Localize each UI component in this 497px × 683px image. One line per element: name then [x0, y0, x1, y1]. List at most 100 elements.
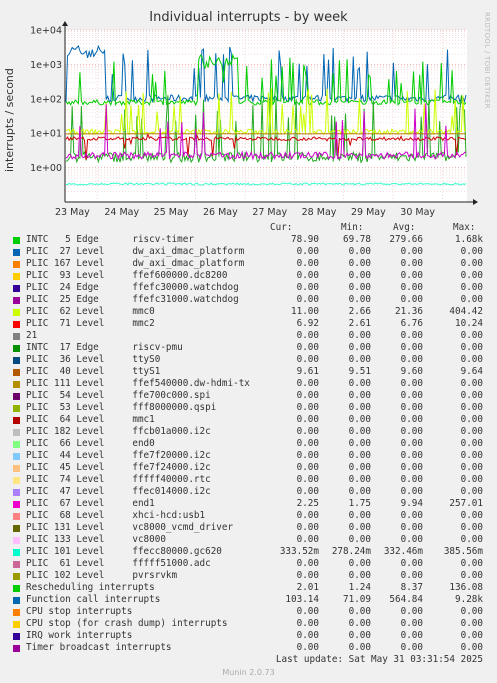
- legend-swatch: [13, 489, 20, 496]
- legend-swatch: [13, 393, 20, 400]
- legend-avg-value: 0.00: [400, 378, 423, 389]
- y-tick-label: 1e+01: [30, 129, 62, 140]
- legend-swatch: [13, 345, 20, 352]
- legend-min-value: 0.00: [348, 534, 371, 545]
- legend-avg-value: 0.00: [400, 534, 423, 545]
- x-tick-label: 25 May: [154, 207, 189, 218]
- legend-row: PLIC 54 Level ffe700c000.spi 0.00 0.00 0.00…: [0, 390, 497, 402]
- legend-cur-value: 0.00: [296, 378, 319, 389]
- legend-min-value: 2.61: [348, 318, 371, 329]
- legend-cur-value: 0.00: [296, 330, 319, 341]
- legend-label: PLIC 182 Level ffcb01a000.i2c: [26, 426, 211, 437]
- legend-max-value: 0.00: [460, 426, 483, 437]
- x-axis-arrow: [473, 199, 478, 205]
- legend-swatch: [13, 273, 20, 280]
- legend-avg-value: 0.00: [400, 642, 423, 653]
- legend-avg-value: 0.00: [400, 354, 423, 365]
- legend-max-value: 385.56m: [443, 546, 483, 557]
- legend-avg-value: 0.00: [400, 462, 423, 473]
- legend-avg-value: 0.00: [400, 558, 423, 569]
- legend-cur-value: 9.61: [296, 366, 319, 377]
- legend-swatch: [13, 561, 20, 568]
- legend-swatch: [13, 537, 20, 544]
- legend-row: INTC 5 Edge riscv-timer 78.90 69.78 279.66 1…: [0, 234, 497, 246]
- y-axis-arrow: [62, 21, 68, 26]
- legend-avg-value: 0.00: [400, 474, 423, 485]
- legend-min-value: 2.66: [348, 306, 371, 317]
- legend-min-value: 71.09: [343, 594, 371, 605]
- legend-label: PLIC 44 Level ffe7f20000.i2c: [26, 450, 211, 461]
- legend-swatch: [13, 381, 20, 388]
- legend-cur-value: 0.00: [296, 642, 319, 653]
- legend-max-value: 0.00: [460, 294, 483, 305]
- legend-label: PLIC 53 Level fff8000000.qspi: [26, 402, 217, 413]
- legend-swatch: [13, 357, 20, 364]
- legend-swatch: [13, 609, 20, 616]
- legend-label: PLIC 74 Level fffff40000.rtc: [26, 474, 211, 485]
- legend-swatch: [13, 645, 20, 652]
- legend-cur-value: 0.00: [296, 606, 319, 617]
- legend-swatch: [13, 429, 20, 436]
- legend-avg-value: 9.94: [400, 498, 423, 509]
- legend-max-value: 0.00: [460, 342, 483, 353]
- legend-min-value: 1.24: [348, 582, 371, 593]
- y-tick-label: 1e+00: [30, 163, 62, 174]
- legend-label: PLIC 54 Level ffe700c000.spi: [26, 390, 211, 401]
- legend-swatch: [13, 405, 20, 412]
- legend-row: PLIC 102 Level pvrsrvkm 0.00 0.00 0.00 0.00: [0, 570, 497, 582]
- legend-label: PLIC 167 Level dw_axi_dmac_platform: [26, 258, 245, 269]
- legend-cur-value: 0.00: [296, 354, 319, 365]
- legend-cur-value: 0.00: [296, 438, 319, 449]
- legend-max-value: 0.00: [460, 462, 483, 473]
- legend-min-value: 0.00: [348, 330, 371, 341]
- legend-cur-value: 0.00: [296, 462, 319, 473]
- legend-row: PLIC 111 Level ffef540000.dw-hdmi-tx 0.00…: [0, 378, 497, 390]
- legend-cur-value: 6.92: [296, 318, 319, 329]
- y-tick-label: 1e+02: [30, 94, 62, 105]
- legend-row: PLIC 131 Level vc8000_vcmd_driver 0.00 0.0…: [0, 522, 497, 534]
- legend-swatch: [13, 417, 20, 424]
- legend-avg-value: 0.00: [400, 438, 423, 449]
- legend-label: PLIC 62 Level mmc0: [26, 306, 155, 317]
- x-tick-label: 28 May: [302, 207, 337, 218]
- legend-max-value: 9.64: [460, 366, 483, 377]
- legend-avg-value: 21.36: [395, 306, 423, 317]
- legend-swatch: [13, 573, 20, 580]
- legend-cur-value: 0.00: [296, 474, 319, 485]
- legend-row: PLIC 62 Level mmc0 11.00 2.66 21.36 404.42: [0, 306, 497, 318]
- legend-row: PLIC 44 Level ffe7f20000.i2c 0.00 0.00 0.00…: [0, 450, 497, 462]
- legend-row: CPU stop (for crash dump) interrupts 0.00…: [0, 618, 497, 630]
- legend-cur-value: 0.00: [296, 414, 319, 425]
- legend-min-value: 0.00: [348, 450, 371, 461]
- legend-min-value: 0.00: [348, 474, 371, 485]
- legend-min-value: 69.78: [343, 234, 371, 245]
- legend-max-value: 257.01: [449, 498, 483, 509]
- legend-cur-value: 333.52m: [279, 546, 319, 557]
- legend-avg-value: 6.76: [400, 318, 423, 329]
- legend-min-value: 0.00: [348, 630, 371, 641]
- legend-cur-value: 0.00: [296, 426, 319, 437]
- legend-row: Function call interrupts 103.14 71.09 564.8…: [0, 594, 497, 606]
- legend-max-value: 10.24: [455, 318, 483, 329]
- legend-label: PLIC 24 Edge ffefc30000.watchdog: [26, 282, 239, 293]
- legend-max-value: 9.28k: [455, 594, 483, 605]
- legend-avg-value: 0.00: [400, 342, 423, 353]
- legend-max-value: 0.00: [460, 606, 483, 617]
- legend-row: PLIC 47 Level ffec014000.i2c 0.00 0.00 0.00…: [0, 486, 497, 498]
- legend-label: PLIC 67 Level end1: [26, 498, 155, 509]
- legend-swatch: [13, 309, 20, 316]
- legend-max-value: 0.00: [460, 354, 483, 365]
- legend-label: PLIC 47 Level ffec014000.i2c: [26, 486, 211, 497]
- legend-row: PLIC 64 Level mmc1 0.00 0.00 0.00 0.00: [0, 414, 497, 426]
- legend-row: PLIC 93 Level ffef600000.dc8200 0.00 0.00 0…: [0, 270, 497, 282]
- legend-max-value: 1.68k: [455, 234, 483, 245]
- legend-max-value: 0.00: [460, 642, 483, 653]
- legend-min-value: 0.00: [348, 270, 371, 281]
- legend-label: PLIC 66 Level end0: [26, 438, 155, 449]
- legend-swatch: [13, 597, 20, 604]
- legend-row: PLIC 40 Level ttyS1 9.61 9.51 9.60 9.64: [0, 366, 497, 378]
- legend-avg-value: 0.00: [400, 270, 423, 281]
- legend-label: Timer broadcast interrupts: [26, 642, 172, 653]
- legend-swatch: [13, 621, 20, 628]
- legend-label: INTC 5 Edge riscv-timer: [26, 234, 194, 245]
